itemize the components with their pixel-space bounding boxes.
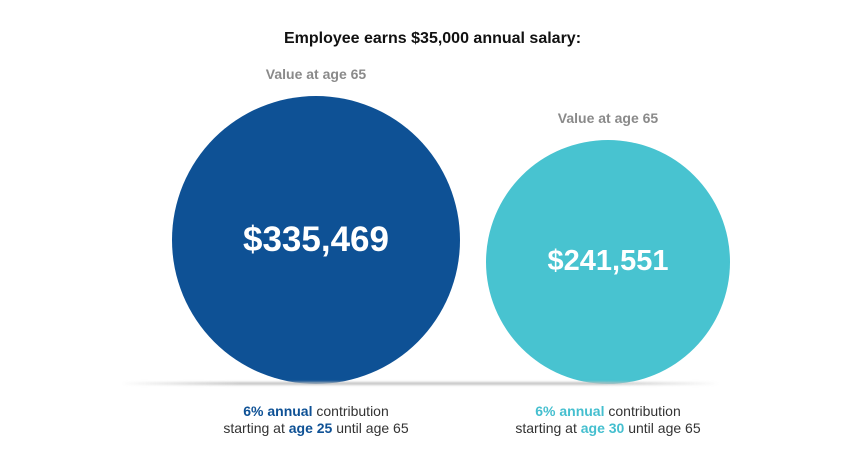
caption-age-30: 6% annual contribution starting at age 3… [458,403,758,437]
caption-line-1: 6% annual contribution [535,403,681,419]
bubble-age-25: $335,469 [172,96,460,384]
caption-line-2: starting at age 25 until age 65 [223,420,409,436]
caption-line-2: starting at age 30 until age 65 [515,420,701,436]
caption-line-1: 6% annual contribution [243,403,389,419]
caption-age-25: 6% annual contribution starting at age 2… [166,403,466,437]
baseline-shadow [120,382,720,385]
bubble-value-age-30: $241,551 [547,245,669,278]
value-label-age-30: Value at age 65 [557,109,659,126]
bubble-value-age-25: $335,469 [243,220,389,259]
value-label-age-25: Value at age 65 [265,66,367,82]
bubble-age-30: $241,551 [485,139,731,384]
chart-title: Employee earns $35,000 annual salary: [283,30,582,47]
